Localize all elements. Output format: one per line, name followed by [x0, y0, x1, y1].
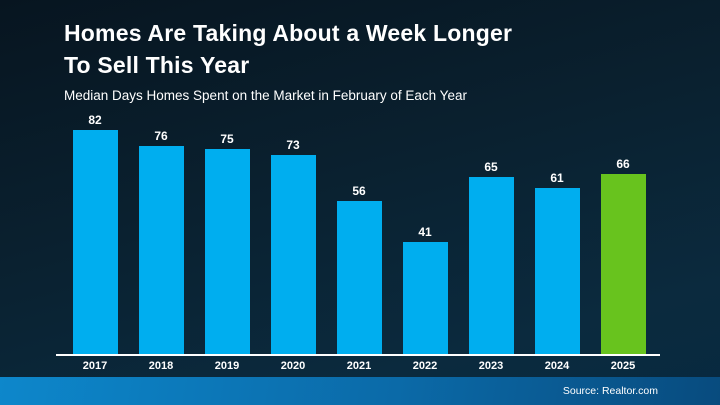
- x-axis-label: 2019: [214, 360, 240, 372]
- bar-value-label: 41: [418, 225, 432, 239]
- bar-value-label: 65: [484, 160, 498, 174]
- title-line-1: Homes Are Taking About a Week Longer: [64, 20, 513, 46]
- x-axis-label: 2021: [346, 360, 372, 372]
- bar: [204, 149, 250, 355]
- title-line-2: To Sell This Year: [64, 52, 250, 78]
- x-axis-label: 2020: [280, 360, 306, 372]
- x-axis-label: 2017: [82, 360, 108, 372]
- bar: [402, 242, 448, 355]
- bar-column: 82: [62, 110, 128, 355]
- bar-column: 61: [524, 110, 590, 355]
- bar-column: 73: [260, 110, 326, 355]
- bar-value-label: 76: [154, 129, 168, 143]
- bar: [468, 177, 514, 355]
- source-attribution: Source: Realtor.com: [562, 385, 658, 397]
- bar: [600, 174, 646, 355]
- bar-value-label: 75: [220, 132, 234, 146]
- title-block: Homes Are Taking About a Week Longer To …: [64, 17, 512, 103]
- bar: [138, 146, 184, 355]
- bar-column: 66: [590, 110, 656, 355]
- bar: [336, 201, 382, 355]
- bar-column: 56: [326, 110, 392, 355]
- bar-value-label: 82: [88, 113, 102, 127]
- footer-bar: Source: Realtor.com: [0, 377, 720, 405]
- chart-subtitle: Median Days Homes Spent on the Market in…: [64, 88, 467, 103]
- bar-value-label: 61: [550, 171, 564, 185]
- x-axis-label: 2025: [610, 360, 636, 372]
- bar-chart: 82 76 75 73 56 41 65 61 66: [62, 110, 656, 355]
- x-axis-label: 2024: [544, 360, 570, 372]
- x-axis-label: 2023: [478, 360, 504, 372]
- bar-column: 75: [194, 110, 260, 355]
- bar-value-label: 73: [286, 138, 300, 152]
- bar-column: 65: [458, 110, 524, 355]
- bar-column: 76: [128, 110, 194, 355]
- page-title: Homes Are Taking About a Week Longer To …: [64, 17, 512, 81]
- x-axis-line: [56, 354, 660, 356]
- bar-value-label: 66: [616, 157, 630, 171]
- bar-value-label: 56: [352, 184, 366, 198]
- bar: [72, 130, 118, 355]
- x-axis-labels: 2017 2018 2019 2020 2021 2022 2023 2024 2025: [62, 360, 656, 372]
- bar-column: 41: [392, 110, 458, 355]
- bar: [270, 155, 316, 355]
- x-axis-label: 2018: [148, 360, 174, 372]
- x-axis-label: 2022: [412, 360, 438, 372]
- bar: [534, 188, 580, 355]
